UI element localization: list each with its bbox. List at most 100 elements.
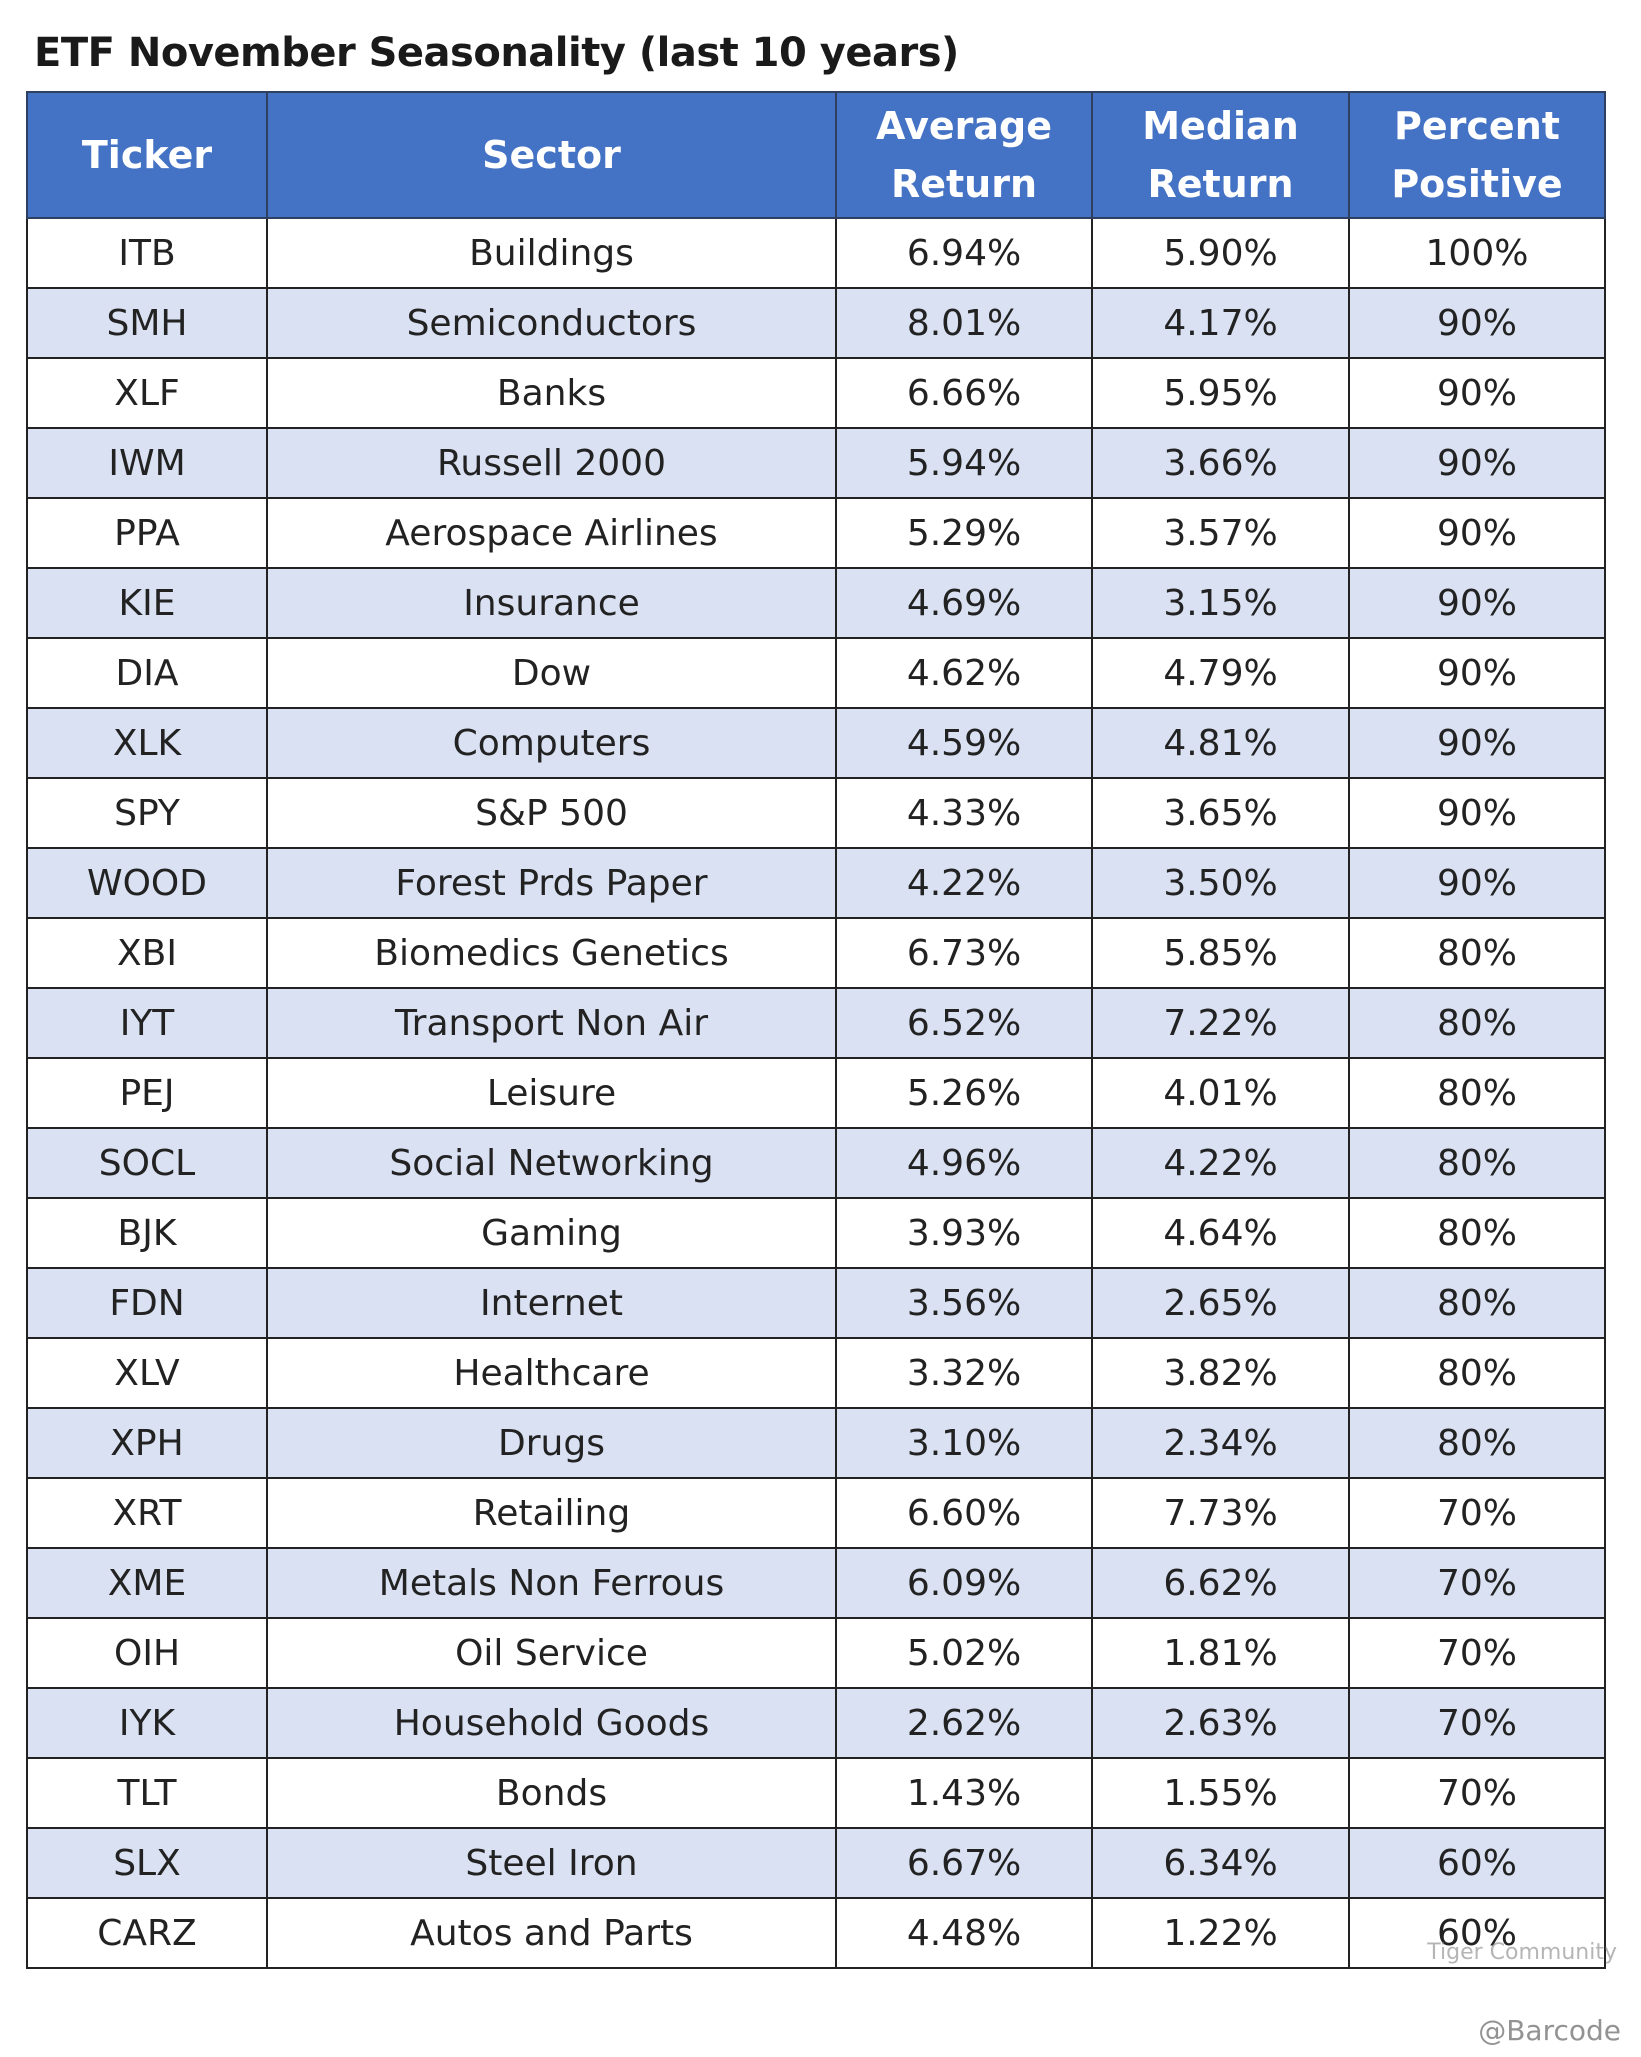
table-cell: 2.65% <box>1091 1267 1350 1339</box>
table-cell: 80% <box>1348 987 1606 1059</box>
table-row: DIA Dow 4.62% 4.79% 90% <box>26 637 1606 709</box>
table-cell: 90% <box>1348 707 1606 779</box>
table-cell: XRT <box>26 1477 268 1549</box>
table-cell: Bonds <box>266 1757 837 1829</box>
table-cell: 2.62% <box>835 1687 1093 1759</box>
table-cell: 70% <box>1348 1687 1606 1759</box>
table-cell: 5.26% <box>835 1057 1093 1129</box>
table-row: CARZ Autos and Parts 4.48% 1.22% 60% <box>26 1897 1606 1969</box>
table-cell: XME <box>26 1547 268 1619</box>
table-cell: Computers <box>266 707 837 779</box>
table-cell: 3.56% <box>835 1267 1093 1339</box>
table-cell: 6.66% <box>835 357 1093 429</box>
table-cell: XBI <box>26 917 268 989</box>
table-cell: 80% <box>1348 917 1606 989</box>
table-cell: Metals Non Ferrous <box>266 1547 837 1619</box>
table-cell: 8.01% <box>835 287 1093 359</box>
table-cell: 60% <box>1348 1827 1606 1899</box>
table-cell: PPA <box>26 497 268 569</box>
table-cell: 6.67% <box>835 1827 1093 1899</box>
table-row: XPH Drugs 3.10% 2.34% 80% <box>26 1407 1606 1479</box>
table-cell: 90% <box>1348 777 1606 849</box>
table-cell: Semiconductors <box>266 287 837 359</box>
table-row: XME Metals Non Ferrous 6.09% 6.62% 70% <box>26 1547 1606 1619</box>
table-cell: 3.66% <box>1091 427 1350 499</box>
table-cell: SPY <box>26 777 268 849</box>
table-cell: 2.63% <box>1091 1687 1350 1759</box>
table-cell: Steel Iron <box>266 1827 837 1899</box>
table-cell: Autos and Parts <box>266 1897 837 1969</box>
table-cell: Gaming <box>266 1197 837 1269</box>
table-cell: KIE <box>26 567 268 639</box>
column-header: Ticker <box>26 91 268 219</box>
table-cell: 3.93% <box>835 1197 1093 1269</box>
table-cell: 6.09% <box>835 1547 1093 1619</box>
table-cell: 3.82% <box>1091 1337 1350 1409</box>
table-cell: 4.01% <box>1091 1057 1350 1129</box>
table-cell: 4.79% <box>1091 637 1350 709</box>
table-cell: 90% <box>1348 427 1606 499</box>
table-cell: XPH <box>26 1407 268 1479</box>
table-cell: 5.95% <box>1091 357 1350 429</box>
table-cell: 4.33% <box>835 777 1093 849</box>
table-row: PEJ Leisure 5.26% 4.01% 80% <box>26 1057 1606 1129</box>
column-header: Percent Positive <box>1348 91 1606 219</box>
table-cell: 1.81% <box>1091 1617 1350 1689</box>
table-cell: DIA <box>26 637 268 709</box>
table-cell: 3.65% <box>1091 777 1350 849</box>
table-cell: 6.34% <box>1091 1827 1350 1899</box>
table-cell: BJK <box>26 1197 268 1269</box>
table-row: XBI Biomedics Genetics 6.73% 5.85% 80% <box>26 917 1606 989</box>
table-cell: 4.69% <box>835 567 1093 639</box>
table-cell: 6.62% <box>1091 1547 1350 1619</box>
table-cell: 3.57% <box>1091 497 1350 569</box>
table-row: SPY S&P 500 4.33% 3.65% 90% <box>26 777 1606 849</box>
table-cell: 90% <box>1348 357 1606 429</box>
table-cell: 90% <box>1348 567 1606 639</box>
table-cell: PEJ <box>26 1057 268 1129</box>
table-row: ITB Buildings 6.94% 5.90% 100% <box>26 217 1606 289</box>
table-cell: Dow <box>266 637 837 709</box>
table-cell: 80% <box>1348 1337 1606 1409</box>
table-row: WOOD Forest Prds Paper 4.22% 3.50% 90% <box>26 847 1606 919</box>
table-cell: IWM <box>26 427 268 499</box>
table-cell: 3.15% <box>1091 567 1350 639</box>
table-row: KIE Insurance 4.69% 3.15% 90% <box>26 567 1606 639</box>
table-cell: Internet <box>266 1267 837 1339</box>
column-header: Sector <box>266 91 837 219</box>
table-cell: 7.73% <box>1091 1477 1350 1549</box>
table-cell: OIH <box>26 1617 268 1689</box>
table-row: OIH Oil Service 5.02% 1.81% 70% <box>26 1617 1606 1689</box>
table-cell: Biomedics Genetics <box>266 917 837 989</box>
table-cell: XLF <box>26 357 268 429</box>
table-cell: 4.48% <box>835 1897 1093 1969</box>
table-cell: 1.22% <box>1091 1897 1350 1969</box>
table-cell: 4.81% <box>1091 707 1350 779</box>
table-row: FDN Internet 3.56% 2.65% 80% <box>26 1267 1606 1339</box>
table-cell: 4.17% <box>1091 287 1350 359</box>
table-cell: IYT <box>26 987 268 1059</box>
table-cell: Retailing <box>266 1477 837 1549</box>
table-row: TLT Bonds 1.43% 1.55% 70% <box>26 1757 1606 1829</box>
table-cell: Healthcare <box>266 1337 837 1409</box>
table-cell: 3.10% <box>835 1407 1093 1479</box>
table-cell: ITB <box>26 217 268 289</box>
table-cell: IYK <box>26 1687 268 1759</box>
table-cell: 90% <box>1348 497 1606 569</box>
table-cell: Russell 2000 <box>266 427 837 499</box>
table-cell: 80% <box>1348 1407 1606 1479</box>
table-row: XLV Healthcare 3.32% 3.82% 80% <box>26 1337 1606 1409</box>
title: ETF November Seasonality (last 10 years) <box>34 30 959 76</box>
table-cell: S&P 500 <box>266 777 837 849</box>
table-cell: 4.22% <box>835 847 1093 919</box>
watermark-user: @Barcode <box>1478 2014 1621 2047</box>
table-row: XRT Retailing 6.60% 7.73% 70% <box>26 1477 1606 1549</box>
table-cell: 60% <box>1348 1897 1606 1969</box>
table-cell: TLT <box>26 1757 268 1829</box>
table-cell: Household Goods <box>266 1687 837 1759</box>
table-cell: XLK <box>26 707 268 779</box>
table-cell: 6.73% <box>835 917 1093 989</box>
table-cell: 90% <box>1348 637 1606 709</box>
table-cell: 70% <box>1348 1477 1606 1549</box>
table-cell: Leisure <box>266 1057 837 1129</box>
